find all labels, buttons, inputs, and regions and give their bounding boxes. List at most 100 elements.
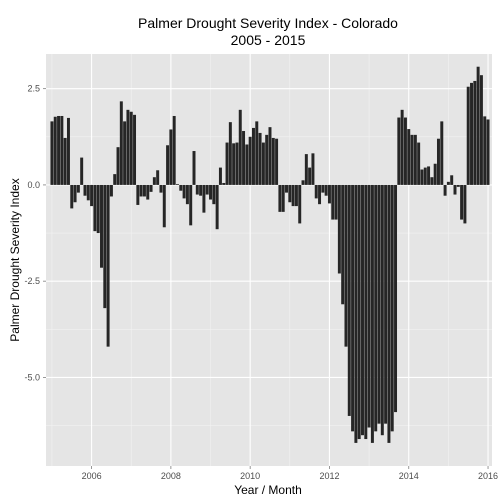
bar [172, 115, 176, 185]
bar [318, 184, 322, 205]
bar [258, 132, 262, 185]
bar [423, 167, 427, 185]
bar [225, 142, 229, 185]
bar [285, 184, 288, 193]
bar [176, 184, 179, 185]
bar [486, 119, 490, 185]
bar [334, 184, 338, 220]
bar [169, 129, 173, 185]
y-tick-label: -2.5 [24, 276, 40, 286]
bar [344, 184, 348, 347]
bar [242, 131, 246, 185]
bar [245, 144, 249, 185]
bar [235, 142, 239, 185]
bar [100, 184, 103, 268]
bar [291, 184, 295, 207]
bar [453, 184, 457, 195]
y-tick-label: 2.5 [27, 84, 40, 94]
bar [390, 184, 394, 432]
y-axis-title: Palmer Drought Severity Index [8, 178, 22, 341]
bar [133, 114, 137, 185]
bar [265, 134, 269, 185]
bar [152, 177, 156, 185]
bar [460, 184, 464, 220]
bar [450, 175, 454, 185]
bar [136, 184, 140, 205]
bar [427, 166, 431, 185]
plot-panel [46, 54, 492, 466]
bar [387, 184, 391, 443]
bar [96, 184, 100, 234]
bar [380, 184, 384, 436]
bar [255, 121, 259, 185]
bar [70, 184, 74, 209]
bar [377, 184, 381, 424]
bar [476, 66, 480, 185]
bar [407, 129, 411, 185]
bar [357, 184, 361, 440]
bar [149, 184, 153, 192]
bar [268, 127, 272, 185]
bar [397, 117, 401, 185]
x-tick-label: 2016 [478, 471, 498, 481]
chart-title-line1: Palmer Drought Severity Index - Colorado [138, 15, 398, 31]
bar [327, 184, 331, 204]
bar [341, 184, 345, 305]
bar [195, 184, 199, 195]
bar [288, 184, 292, 203]
bar [205, 184, 209, 195]
bar [53, 116, 57, 185]
bar [311, 153, 315, 185]
bar [403, 117, 407, 185]
bar [248, 136, 252, 185]
x-tick-label: 2010 [240, 471, 260, 481]
bar [367, 184, 371, 428]
bar [463, 184, 467, 224]
bar [479, 75, 483, 185]
bar [430, 177, 434, 185]
y-tick-label: -5.0 [24, 372, 40, 382]
bar [238, 109, 242, 185]
bar [159, 184, 163, 193]
bar [218, 167, 222, 185]
bar [109, 184, 113, 197]
bar [123, 121, 127, 185]
bar [146, 184, 150, 200]
bar [278, 184, 282, 212]
bar [57, 115, 61, 185]
bar [189, 184, 193, 226]
bar [83, 184, 87, 196]
bar [162, 184, 166, 228]
bar [63, 137, 67, 185]
y-axis: 2.5 0.0 -2.5 -5.0 [24, 84, 46, 382]
y-tick-label: 0.0 [27, 180, 40, 190]
bar [232, 143, 236, 185]
bar [209, 184, 213, 200]
bar [361, 184, 364, 436]
bar [308, 167, 312, 185]
bar [113, 174, 117, 185]
bar [384, 184, 388, 424]
bar [351, 184, 355, 432]
bar [456, 184, 460, 187]
bar [433, 163, 437, 185]
bar [304, 154, 308, 185]
bar [126, 109, 130, 185]
bar [129, 111, 133, 185]
bar-series [50, 66, 490, 443]
x-axis: 2006 2008 2010 2012 2014 2016 [82, 466, 498, 481]
bar [275, 138, 279, 185]
x-axis-title: Year / Month [234, 483, 302, 497]
bar [301, 180, 305, 185]
bar [314, 184, 318, 199]
bar [417, 142, 421, 185]
bar [73, 184, 77, 203]
bar [60, 115, 64, 185]
bar [50, 121, 54, 185]
x-tick-label: 2014 [399, 471, 419, 481]
chart-title-line2: 2005 - 2015 [231, 32, 306, 48]
bar [106, 184, 110, 347]
bar [103, 184, 107, 309]
bar [119, 101, 123, 185]
